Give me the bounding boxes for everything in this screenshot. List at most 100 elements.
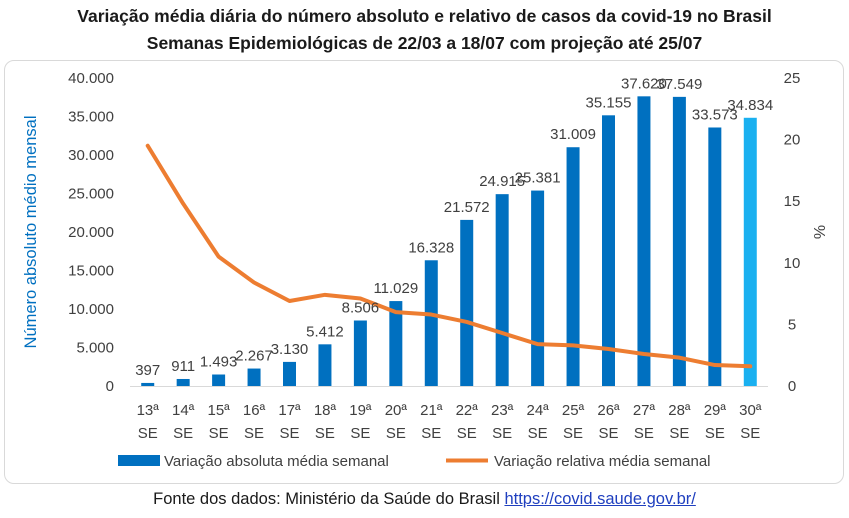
line-point bbox=[677, 356, 681, 360]
y-left-tick-label: 5.000 bbox=[76, 340, 114, 357]
line-point bbox=[465, 320, 469, 324]
x-tick-label: 23ª bbox=[491, 402, 514, 419]
x-tick-label: 22ª bbox=[456, 402, 479, 419]
line-point bbox=[252, 281, 256, 285]
x-tick-label: SE bbox=[315, 425, 335, 442]
bar bbox=[743, 117, 757, 386]
bar bbox=[141, 382, 155, 386]
x-tick-label: SE bbox=[173, 425, 193, 442]
bar-data-label: 5.412 bbox=[306, 323, 344, 340]
y-left-tick-label: 35.000 bbox=[68, 109, 114, 126]
x-tick-label: SE bbox=[138, 425, 158, 442]
bar-data-label: 37.620 bbox=[621, 75, 667, 92]
y-right-tick-label: 5 bbox=[788, 316, 796, 333]
x-tick-label: SE bbox=[279, 425, 299, 442]
line-point bbox=[394, 310, 398, 314]
y-right-tick-label: 10 bbox=[784, 255, 801, 272]
x-tick-label: 17ª bbox=[278, 402, 301, 419]
bar bbox=[212, 374, 226, 386]
y-left-tick-label: 40.000 bbox=[68, 70, 114, 87]
line-point bbox=[713, 363, 717, 367]
bar bbox=[637, 96, 651, 387]
x-tick-label: SE bbox=[386, 425, 406, 442]
bar bbox=[424, 260, 438, 386]
bar bbox=[602, 115, 615, 386]
bar bbox=[353, 320, 367, 386]
bar-data-label: 16.328 bbox=[408, 239, 454, 256]
y-left-tick-label: 15.000 bbox=[68, 263, 114, 280]
source-note: Fonte dos dados: Ministério da Saúde do … bbox=[0, 490, 849, 509]
line-point bbox=[748, 364, 752, 368]
y-left-axis-title: Número absoluto médio mensal bbox=[22, 116, 40, 349]
x-tick-label: SE bbox=[421, 425, 441, 442]
chart-frame bbox=[4, 60, 844, 484]
bar-data-label: 911 bbox=[171, 358, 195, 375]
bar bbox=[495, 194, 509, 386]
relative-variation-line bbox=[145, 143, 753, 369]
x-tick-label: 19ª bbox=[349, 402, 372, 419]
x-tick-label: 20ª bbox=[385, 402, 408, 419]
x-tick-label: 21ª bbox=[420, 402, 443, 419]
source-text: Fonte dos dados: Ministério da Saúde do … bbox=[153, 490, 500, 508]
bar-data-label: 397 bbox=[135, 362, 160, 379]
y-right-tick-label: 15 bbox=[784, 193, 801, 210]
line-point bbox=[642, 352, 646, 356]
x-tick-label: 28ª bbox=[668, 402, 691, 419]
y-right-tick-label: 25 bbox=[784, 70, 801, 87]
legend-label-bars: Variação absoluta média semanal bbox=[164, 453, 389, 470]
line-point bbox=[146, 144, 150, 148]
bar-data-label: 8.506 bbox=[342, 300, 380, 317]
bar bbox=[672, 96, 686, 386]
line-point bbox=[429, 313, 433, 317]
bar-data-label: 11.029 bbox=[373, 280, 418, 297]
line-point bbox=[288, 299, 291, 303]
x-tick-label: 29ª bbox=[704, 402, 727, 419]
x-tick-label: SE bbox=[457, 425, 477, 442]
bar-data-label: 2.267 bbox=[235, 348, 273, 365]
x-tick-label: SE bbox=[528, 425, 548, 442]
x-tick-label: SE bbox=[492, 425, 512, 442]
legend-label-line: Variação relativa média semanal bbox=[494, 453, 711, 470]
chart-subtitle: Semanas Epidemiológicas de 22/03 a 18/07… bbox=[146, 33, 703, 53]
y-right-axis-title: % bbox=[812, 225, 829, 239]
x-tick-label: 26ª bbox=[597, 402, 620, 419]
x-tick-label: SE bbox=[244, 425, 264, 442]
bar-data-label: 33.573 bbox=[692, 106, 738, 123]
x-tick-label: 25ª bbox=[562, 402, 585, 419]
bar-data-label: 37.549 bbox=[656, 76, 702, 93]
x-tick-label: SE bbox=[634, 425, 654, 442]
chart-title: Variação média diária do número absoluto… bbox=[77, 6, 772, 26]
source-link[interactable]: https://covid.saude.gov.br/ bbox=[504, 490, 696, 508]
x-tick-label: 27ª bbox=[633, 402, 656, 419]
x-tick-label: 24ª bbox=[526, 402, 549, 419]
line-point bbox=[500, 331, 504, 335]
x-tick-label: 30ª bbox=[739, 402, 762, 419]
bar bbox=[708, 127, 722, 386]
bar bbox=[460, 219, 474, 386]
x-tick-label: SE bbox=[598, 425, 618, 442]
bar-data-label: 21.572 bbox=[444, 199, 490, 216]
line-point bbox=[607, 347, 610, 351]
bar-data-label: 34.834 bbox=[727, 97, 773, 114]
bar-data-label: 1.493 bbox=[200, 354, 238, 371]
bar bbox=[318, 344, 332, 386]
y-right-tick-label: 0 bbox=[788, 378, 796, 395]
line-point bbox=[217, 255, 221, 259]
y-left-tick-label: 30.000 bbox=[68, 147, 114, 164]
bar-data-label: 31.009 bbox=[550, 126, 596, 143]
bar bbox=[531, 190, 545, 386]
y-left-tick-label: 0 bbox=[106, 378, 114, 395]
y-left-tick-label: 20.000 bbox=[68, 224, 114, 241]
line-point bbox=[358, 297, 362, 301]
bar-data-label: 25.381 bbox=[515, 170, 561, 187]
bar bbox=[283, 361, 296, 386]
line-point bbox=[323, 293, 327, 297]
bar bbox=[389, 301, 403, 386]
line-point bbox=[536, 342, 540, 346]
bar-data-label: 24.915 bbox=[479, 173, 525, 190]
y-left-tick-label: 10.000 bbox=[68, 301, 114, 318]
bar bbox=[566, 147, 580, 386]
line-point bbox=[181, 202, 185, 206]
x-tick-label: 14ª bbox=[172, 402, 195, 419]
